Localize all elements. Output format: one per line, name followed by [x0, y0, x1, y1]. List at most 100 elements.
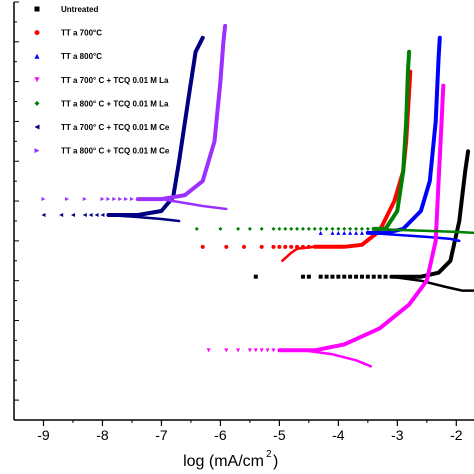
data-point	[236, 226, 241, 231]
data-point	[377, 274, 382, 279]
legend-marker	[34, 100, 40, 106]
data-point	[277, 244, 282, 249]
data-point	[265, 348, 270, 353]
data-point	[289, 244, 294, 249]
legend-label: TT a 800°C	[61, 52, 102, 61]
legend-entry: TT a 700° C + TCQ 0.01 M Ce	[34, 123, 170, 132]
legend-marker	[34, 124, 40, 130]
series-curve	[106, 35, 205, 217]
legend-label: TT a 800° C + TCQ 0.01 M Ce	[61, 147, 170, 156]
data-point	[295, 226, 300, 231]
data-point	[129, 197, 134, 202]
data-point	[289, 226, 294, 231]
data-point	[236, 348, 241, 353]
series-6	[41, 35, 205, 223]
data-point	[336, 274, 341, 279]
data-point	[365, 226, 370, 231]
data-point	[365, 274, 370, 279]
data-point	[300, 226, 305, 231]
data-point	[59, 212, 64, 217]
data-point	[283, 244, 288, 249]
legend-label: TT a 700° C + TCQ 0.01 M La	[61, 76, 169, 85]
x-tick-label: -5	[273, 427, 286, 443]
legend-entry: TT a 700° C + TCQ 0.01 M La	[34, 76, 169, 85]
data-point	[330, 226, 335, 231]
data-point	[247, 348, 252, 353]
data-point	[324, 274, 329, 279]
series-4	[206, 83, 446, 368]
legend-entry: TT a 800° C + TCQ 0.01 M La	[34, 99, 169, 108]
x-axis-title: log (mA/cm	[183, 453, 264, 470]
legend-entry: Untreated	[34, 5, 98, 14]
legend-marker	[34, 77, 40, 83]
data-point	[94, 212, 99, 217]
data-point	[106, 197, 111, 202]
data-point	[271, 226, 276, 231]
data-point	[271, 348, 276, 353]
series-tail	[301, 349, 373, 368]
data-point	[359, 226, 364, 231]
x-tick-label: -3	[391, 427, 404, 443]
x-tick-label: -9	[37, 427, 50, 443]
x-tick-label: -4	[332, 427, 345, 443]
x-axis-title-sup: 2	[266, 449, 272, 460]
series-tail	[372, 227, 474, 235]
data-point	[330, 230, 335, 235]
series-1	[253, 149, 474, 292]
data-point	[354, 226, 359, 231]
series-curve	[135, 23, 228, 202]
data-point	[283, 226, 288, 231]
data-point	[312, 226, 317, 231]
legend-label: TT a 700°C	[61, 29, 102, 38]
series-curve	[312, 69, 413, 249]
series-curve	[365, 35, 442, 235]
x-tick-label: -7	[155, 427, 168, 443]
data-point	[342, 274, 347, 279]
legend-marker	[34, 148, 40, 154]
data-point	[200, 244, 205, 249]
data-point	[112, 197, 117, 202]
data-point	[100, 212, 105, 217]
data-point	[306, 274, 311, 279]
legend-label: TT a 700° C + TCQ 0.01 M Ce	[61, 123, 170, 132]
data-point	[318, 274, 323, 279]
data-point	[383, 274, 388, 279]
data-point	[330, 274, 335, 279]
data-point	[70, 212, 75, 217]
data-point	[318, 226, 323, 231]
data-point	[354, 230, 359, 235]
data-point	[336, 226, 341, 231]
legend-label: Untreated	[61, 5, 98, 14]
data-point	[82, 212, 87, 217]
x-axis-title-close: )	[273, 453, 278, 470]
data-point	[271, 244, 276, 249]
series-tail	[107, 213, 181, 223]
series-curve	[277, 83, 446, 353]
series-5	[194, 49, 474, 235]
data-point	[359, 274, 364, 279]
data-point	[371, 274, 376, 279]
legend-entry: TT a 800°C	[34, 52, 102, 61]
data-point	[348, 230, 353, 235]
legend-entry: TT a 800° C + TCQ 0.01 M Ce	[34, 147, 170, 156]
legend-marker	[34, 30, 40, 36]
legend-label: TT a 800° C + TCQ 0.01 M La	[61, 99, 169, 108]
data-point	[242, 244, 246, 249]
series-tail	[390, 275, 474, 292]
data-point	[300, 274, 305, 279]
data-point	[65, 197, 70, 202]
data-point	[88, 212, 93, 217]
data-point	[306, 226, 311, 231]
x-tick-label: -6	[214, 427, 227, 443]
data-point	[247, 226, 252, 231]
data-point	[124, 197, 129, 202]
data-point	[342, 226, 347, 231]
data-point	[253, 274, 258, 279]
data-point	[218, 226, 223, 231]
x-tick-label: -8	[96, 427, 109, 443]
data-point	[259, 226, 264, 231]
plot-area	[41, 23, 474, 368]
data-point	[259, 348, 264, 353]
data-point	[82, 197, 87, 202]
series-curve	[389, 149, 471, 279]
